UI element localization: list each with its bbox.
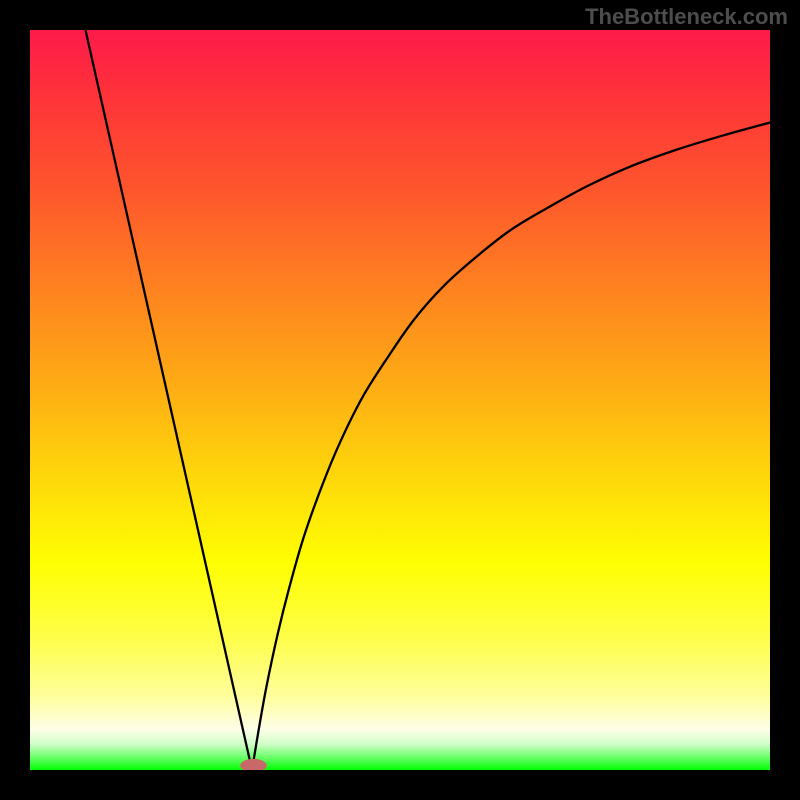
left-bottleneck-line bbox=[86, 30, 253, 770]
right-bottleneck-curve bbox=[252, 123, 770, 771]
plot-area bbox=[30, 30, 770, 770]
chart-container: TheBottleneck.com bbox=[0, 0, 800, 800]
curves-layer bbox=[30, 30, 770, 770]
optimal-point-marker bbox=[240, 759, 267, 770]
watermark-text: TheBottleneck.com bbox=[585, 4, 788, 30]
